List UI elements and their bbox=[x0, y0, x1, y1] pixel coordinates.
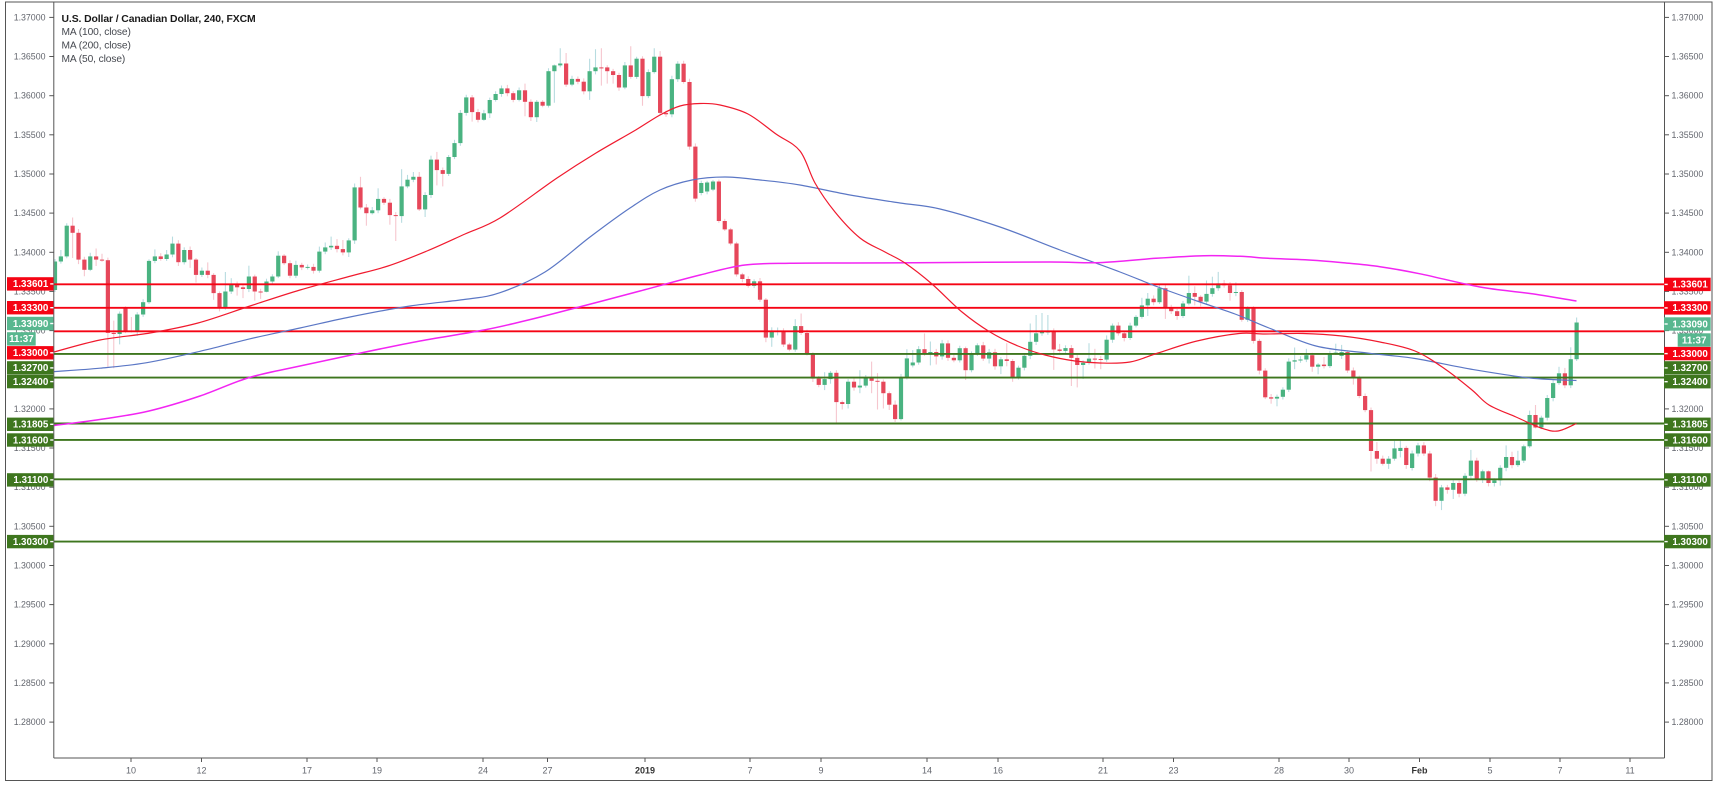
svg-text:1.35500: 1.35500 bbox=[14, 130, 46, 140]
svg-text:1.29000: 1.29000 bbox=[14, 639, 46, 649]
svg-text:7: 7 bbox=[1557, 766, 1562, 776]
svg-text:12: 12 bbox=[196, 766, 206, 776]
svg-text:1.32700: 1.32700 bbox=[13, 363, 49, 374]
svg-text:1.36000: 1.36000 bbox=[1672, 91, 1704, 101]
svg-text:1.33090: 1.33090 bbox=[13, 319, 49, 330]
svg-text:1.30300: 1.30300 bbox=[1672, 537, 1708, 548]
svg-text:1.34000: 1.34000 bbox=[1672, 247, 1704, 257]
svg-text:1.33500: 1.33500 bbox=[14, 286, 46, 296]
svg-text:MA (50, close): MA (50, close) bbox=[62, 54, 126, 65]
svg-text:1.32000: 1.32000 bbox=[1672, 404, 1704, 414]
svg-text:19: 19 bbox=[372, 766, 382, 776]
svg-text:1.30300: 1.30300 bbox=[13, 537, 49, 548]
svg-text:Feb: Feb bbox=[1411, 766, 1428, 776]
svg-text:1.30500: 1.30500 bbox=[14, 521, 46, 531]
svg-text:1.29500: 1.29500 bbox=[14, 600, 46, 610]
svg-text:1.31100: 1.31100 bbox=[13, 475, 48, 486]
svg-text:1.37000: 1.37000 bbox=[1672, 12, 1704, 22]
svg-text:1.30000: 1.30000 bbox=[1672, 561, 1704, 571]
svg-text:MA (200, close): MA (200, close) bbox=[62, 40, 131, 51]
svg-text:16: 16 bbox=[993, 766, 1003, 776]
svg-text:24: 24 bbox=[478, 766, 488, 776]
svg-text:11: 11 bbox=[1625, 766, 1634, 776]
svg-text:1.32400: 1.32400 bbox=[13, 377, 49, 388]
svg-text:23: 23 bbox=[1168, 766, 1178, 776]
svg-text:1.35000: 1.35000 bbox=[1672, 169, 1704, 179]
svg-text:1.28500: 1.28500 bbox=[14, 678, 46, 688]
svg-text:1.33500: 1.33500 bbox=[1672, 286, 1704, 296]
svg-text:1.28500: 1.28500 bbox=[1672, 678, 1704, 688]
svg-text:1.31000: 1.31000 bbox=[1672, 482, 1704, 492]
svg-text:1.33300: 1.33300 bbox=[1672, 303, 1708, 314]
svg-text:1.34500: 1.34500 bbox=[14, 208, 46, 218]
svg-text:1.35000: 1.35000 bbox=[14, 169, 46, 179]
svg-text:17: 17 bbox=[302, 766, 312, 776]
svg-text:1.31805: 1.31805 bbox=[13, 420, 49, 431]
svg-text:10: 10 bbox=[126, 766, 136, 776]
svg-text:1.33601: 1.33601 bbox=[13, 279, 49, 290]
svg-text:1.34000: 1.34000 bbox=[14, 247, 46, 257]
svg-text:1.33090: 1.33090 bbox=[1672, 319, 1708, 330]
svg-text:9: 9 bbox=[818, 766, 823, 776]
svg-text:5: 5 bbox=[1487, 766, 1492, 776]
svg-text:1.31805: 1.31805 bbox=[1672, 420, 1708, 431]
svg-text:1.33000: 1.33000 bbox=[14, 326, 46, 336]
svg-text:1.30500: 1.30500 bbox=[1672, 521, 1704, 531]
svg-text:1.31100: 1.31100 bbox=[1672, 475, 1707, 486]
svg-text:1.36500: 1.36500 bbox=[14, 52, 46, 62]
svg-text:1.31600: 1.31600 bbox=[1672, 435, 1708, 446]
svg-text:11:37: 11:37 bbox=[9, 334, 34, 345]
svg-text:1.36000: 1.36000 bbox=[14, 91, 46, 101]
svg-text:1.32700: 1.32700 bbox=[1672, 363, 1708, 374]
svg-text:1.33000: 1.33000 bbox=[1672, 349, 1708, 360]
svg-text:1.28000: 1.28000 bbox=[1672, 717, 1704, 727]
svg-text:MA (100, close): MA (100, close) bbox=[62, 27, 131, 38]
svg-text:1.29500: 1.29500 bbox=[1672, 600, 1704, 610]
svg-text:1.36500: 1.36500 bbox=[1672, 52, 1704, 62]
svg-text:1.32400: 1.32400 bbox=[1672, 377, 1708, 388]
svg-text:7: 7 bbox=[747, 766, 752, 776]
svg-text:1.28000: 1.28000 bbox=[14, 717, 46, 727]
svg-text:1.35500: 1.35500 bbox=[1672, 130, 1704, 140]
svg-text:1.34500: 1.34500 bbox=[1672, 208, 1704, 218]
svg-text:1.31600: 1.31600 bbox=[13, 435, 49, 446]
svg-text:11:37: 11:37 bbox=[1682, 335, 1707, 346]
svg-text:27: 27 bbox=[542, 766, 552, 776]
svg-text:1.30000: 1.30000 bbox=[14, 561, 46, 571]
svg-text:1.33300: 1.33300 bbox=[13, 303, 49, 314]
svg-text:28: 28 bbox=[1274, 766, 1284, 776]
svg-text:21: 21 bbox=[1098, 766, 1108, 776]
svg-text:1.31500: 1.31500 bbox=[1672, 443, 1704, 453]
svg-text:1.33601: 1.33601 bbox=[1672, 280, 1708, 291]
svg-text:1.31500: 1.31500 bbox=[14, 443, 46, 453]
svg-text:30: 30 bbox=[1344, 766, 1354, 776]
svg-text:1.33000: 1.33000 bbox=[13, 348, 49, 359]
svg-text:14: 14 bbox=[922, 766, 932, 776]
svg-text:1.37000: 1.37000 bbox=[14, 12, 46, 22]
svg-text:U.S. Dollar / Canadian Dollar,: U.S. Dollar / Canadian Dollar, 240, FXCM bbox=[62, 14, 256, 25]
svg-text:2019: 2019 bbox=[635, 766, 655, 776]
svg-text:1.31000: 1.31000 bbox=[14, 482, 46, 492]
svg-text:1.29000: 1.29000 bbox=[1672, 639, 1704, 649]
svg-text:1.32000: 1.32000 bbox=[14, 404, 46, 414]
